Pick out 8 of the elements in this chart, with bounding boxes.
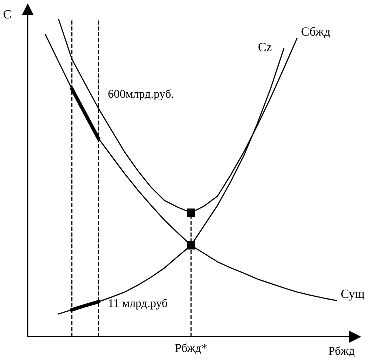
annotation: 600млрд.руб. [108,90,174,101]
series-label: Сz [258,43,272,52]
series-label: Сущ [341,290,365,301]
x-axis-title: Рбжд [328,346,355,358]
y-axis-title: С [4,10,11,19]
text: Рбжд* [175,344,207,354]
series-label: Сбжд [302,26,330,38]
annotation: 11 млрд.руб [109,298,168,310]
